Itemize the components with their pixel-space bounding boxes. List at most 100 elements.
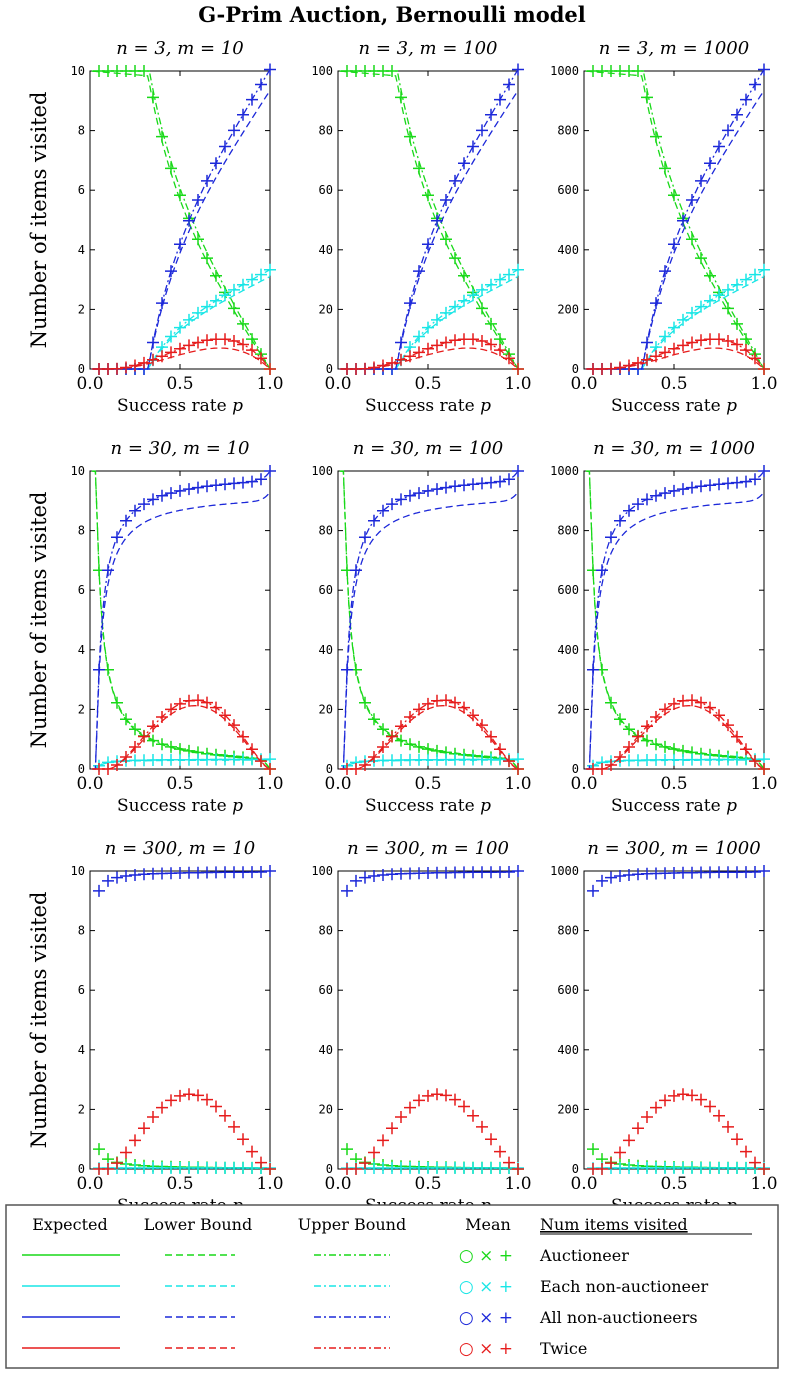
twice-mean-marker (174, 342, 186, 355)
each-mean-marker (695, 300, 707, 313)
auct-mean-marker (341, 1143, 353, 1156)
all-mean-marker (156, 297, 168, 310)
twice-mean-marker (458, 1100, 470, 1113)
each-mean-marker (431, 313, 443, 326)
twice-mean-marker (731, 338, 743, 351)
all-mean-marker (111, 531, 123, 544)
y-tick-label: 0 (326, 1162, 333, 1176)
twice-mean-marker (632, 730, 644, 743)
all-mean-marker (120, 870, 132, 882)
each-mean-marker (449, 300, 461, 313)
all-mean-marker (440, 481, 452, 494)
auct-mean-marker (174, 743, 186, 756)
all-mean-marker (458, 157, 470, 170)
twice-mean-marker (120, 1146, 132, 1159)
twice-mean-marker (359, 759, 371, 771)
twice-mean-marker (431, 339, 443, 352)
x-tick-label: 0.0 (76, 1174, 103, 1194)
y-tick-label: 200 (557, 1102, 579, 1116)
panel-1: n = 3, m = 10 0 2 4 6 8 10 0.0 0.5 1.0 Success rat… (71, 38, 284, 416)
twice-mean-marker (359, 1157, 371, 1170)
twice-upper-bound (339, 699, 517, 770)
auct-mean-marker (368, 713, 380, 726)
twice-mean-marker (192, 336, 204, 349)
twice-mean-marker (449, 696, 461, 709)
y-tick-label: 0 (326, 762, 333, 776)
y-tick-label: 0 (78, 362, 85, 376)
twice-mean-marker (228, 335, 240, 347)
x-axis-label-var: p (726, 396, 737, 416)
y-tick-label: 80 (319, 924, 333, 938)
each-mean-marker (494, 273, 506, 286)
all-mean-marker (485, 108, 497, 121)
twice-mean-marker (111, 759, 123, 771)
each-upper-bound (585, 269, 765, 370)
y-tick-label: 100 (311, 864, 333, 878)
each-mean-marker (201, 300, 213, 313)
all-mean-marker (596, 564, 608, 577)
y-tick-label: 0 (78, 762, 85, 776)
all-mean-marker (147, 336, 159, 349)
twice-mean-marker (264, 1163, 276, 1175)
legend: Expected Lower Bound Upper Bound Mean Num it… (5, 1204, 779, 1369)
each-mean-marker (458, 294, 470, 307)
twice-mean-marker (237, 338, 249, 351)
all-mean-marker (377, 504, 389, 517)
auct-mean-marker (156, 130, 168, 143)
each-mean-marker (192, 306, 204, 319)
auct-mean-marker (201, 252, 213, 265)
all-mean-marker (512, 465, 524, 477)
twice-mean-marker (668, 697, 680, 710)
twice-mean-marker (713, 1109, 725, 1122)
twice-mean-marker (650, 1101, 662, 1114)
each-lower-bound (339, 276, 519, 370)
twice-mean-marker (156, 711, 168, 723)
auct-mean-marker (129, 723, 141, 736)
twice-mean-marker (740, 344, 752, 357)
all-lower-bound (91, 90, 271, 370)
auct-mean-marker (404, 738, 416, 751)
twice-mean-marker (605, 362, 617, 375)
y-tick-label: 100 (311, 64, 333, 78)
all-mean-marker (395, 336, 407, 349)
x-tick-label: 0.0 (570, 774, 597, 794)
all-mean-marker (165, 265, 177, 278)
auct-mean-marker (138, 65, 150, 77)
all-mean-marker (722, 124, 734, 137)
each-mean-marker (503, 268, 515, 281)
auct-mean-marker (650, 738, 662, 751)
y-tick-label: 60 (319, 183, 333, 197)
panel-title: n = 300, m = 10 (105, 838, 255, 859)
panel-title: n = 300, m = 1000 (587, 838, 760, 859)
y-tick-label: 20 (319, 302, 333, 316)
each-mean-marker (476, 283, 488, 296)
all-mean-marker (605, 871, 617, 884)
auct-mean-marker (650, 130, 662, 143)
y-tick-label: 600 (557, 183, 579, 197)
all-mean-marker (174, 238, 186, 251)
y-tick-label: 0 (326, 362, 333, 376)
y-tick-label: 20 (319, 1102, 333, 1116)
auct-mean-marker (210, 269, 222, 282)
all-mean-marker (704, 157, 716, 170)
twice-mean-marker (219, 333, 231, 346)
twice-mean-marker (686, 336, 698, 349)
legend-mean-symbols: ○ × + (459, 1246, 513, 1266)
twice-mean-marker (228, 719, 240, 732)
all-mean-marker (650, 297, 662, 310)
all-mean-marker (255, 866, 267, 878)
twice-mean-marker (623, 1134, 635, 1147)
each-mean-marker (219, 289, 231, 302)
panel-8: n = 300, m = 1000204060801000.00.51.0Suc… (311, 838, 531, 1216)
twice-mean-marker (368, 751, 380, 763)
legend-header: Mean (465, 1215, 511, 1234)
all-mean-marker (165, 487, 177, 500)
all-mean-marker (219, 140, 231, 153)
twice-mean-marker (174, 1089, 186, 1102)
x-tick-label: 0.5 (166, 774, 193, 794)
all-mean-marker (93, 884, 105, 897)
all-mean-marker (341, 884, 353, 897)
auct-mean-marker (695, 252, 707, 265)
all-mean-marker (641, 336, 653, 349)
